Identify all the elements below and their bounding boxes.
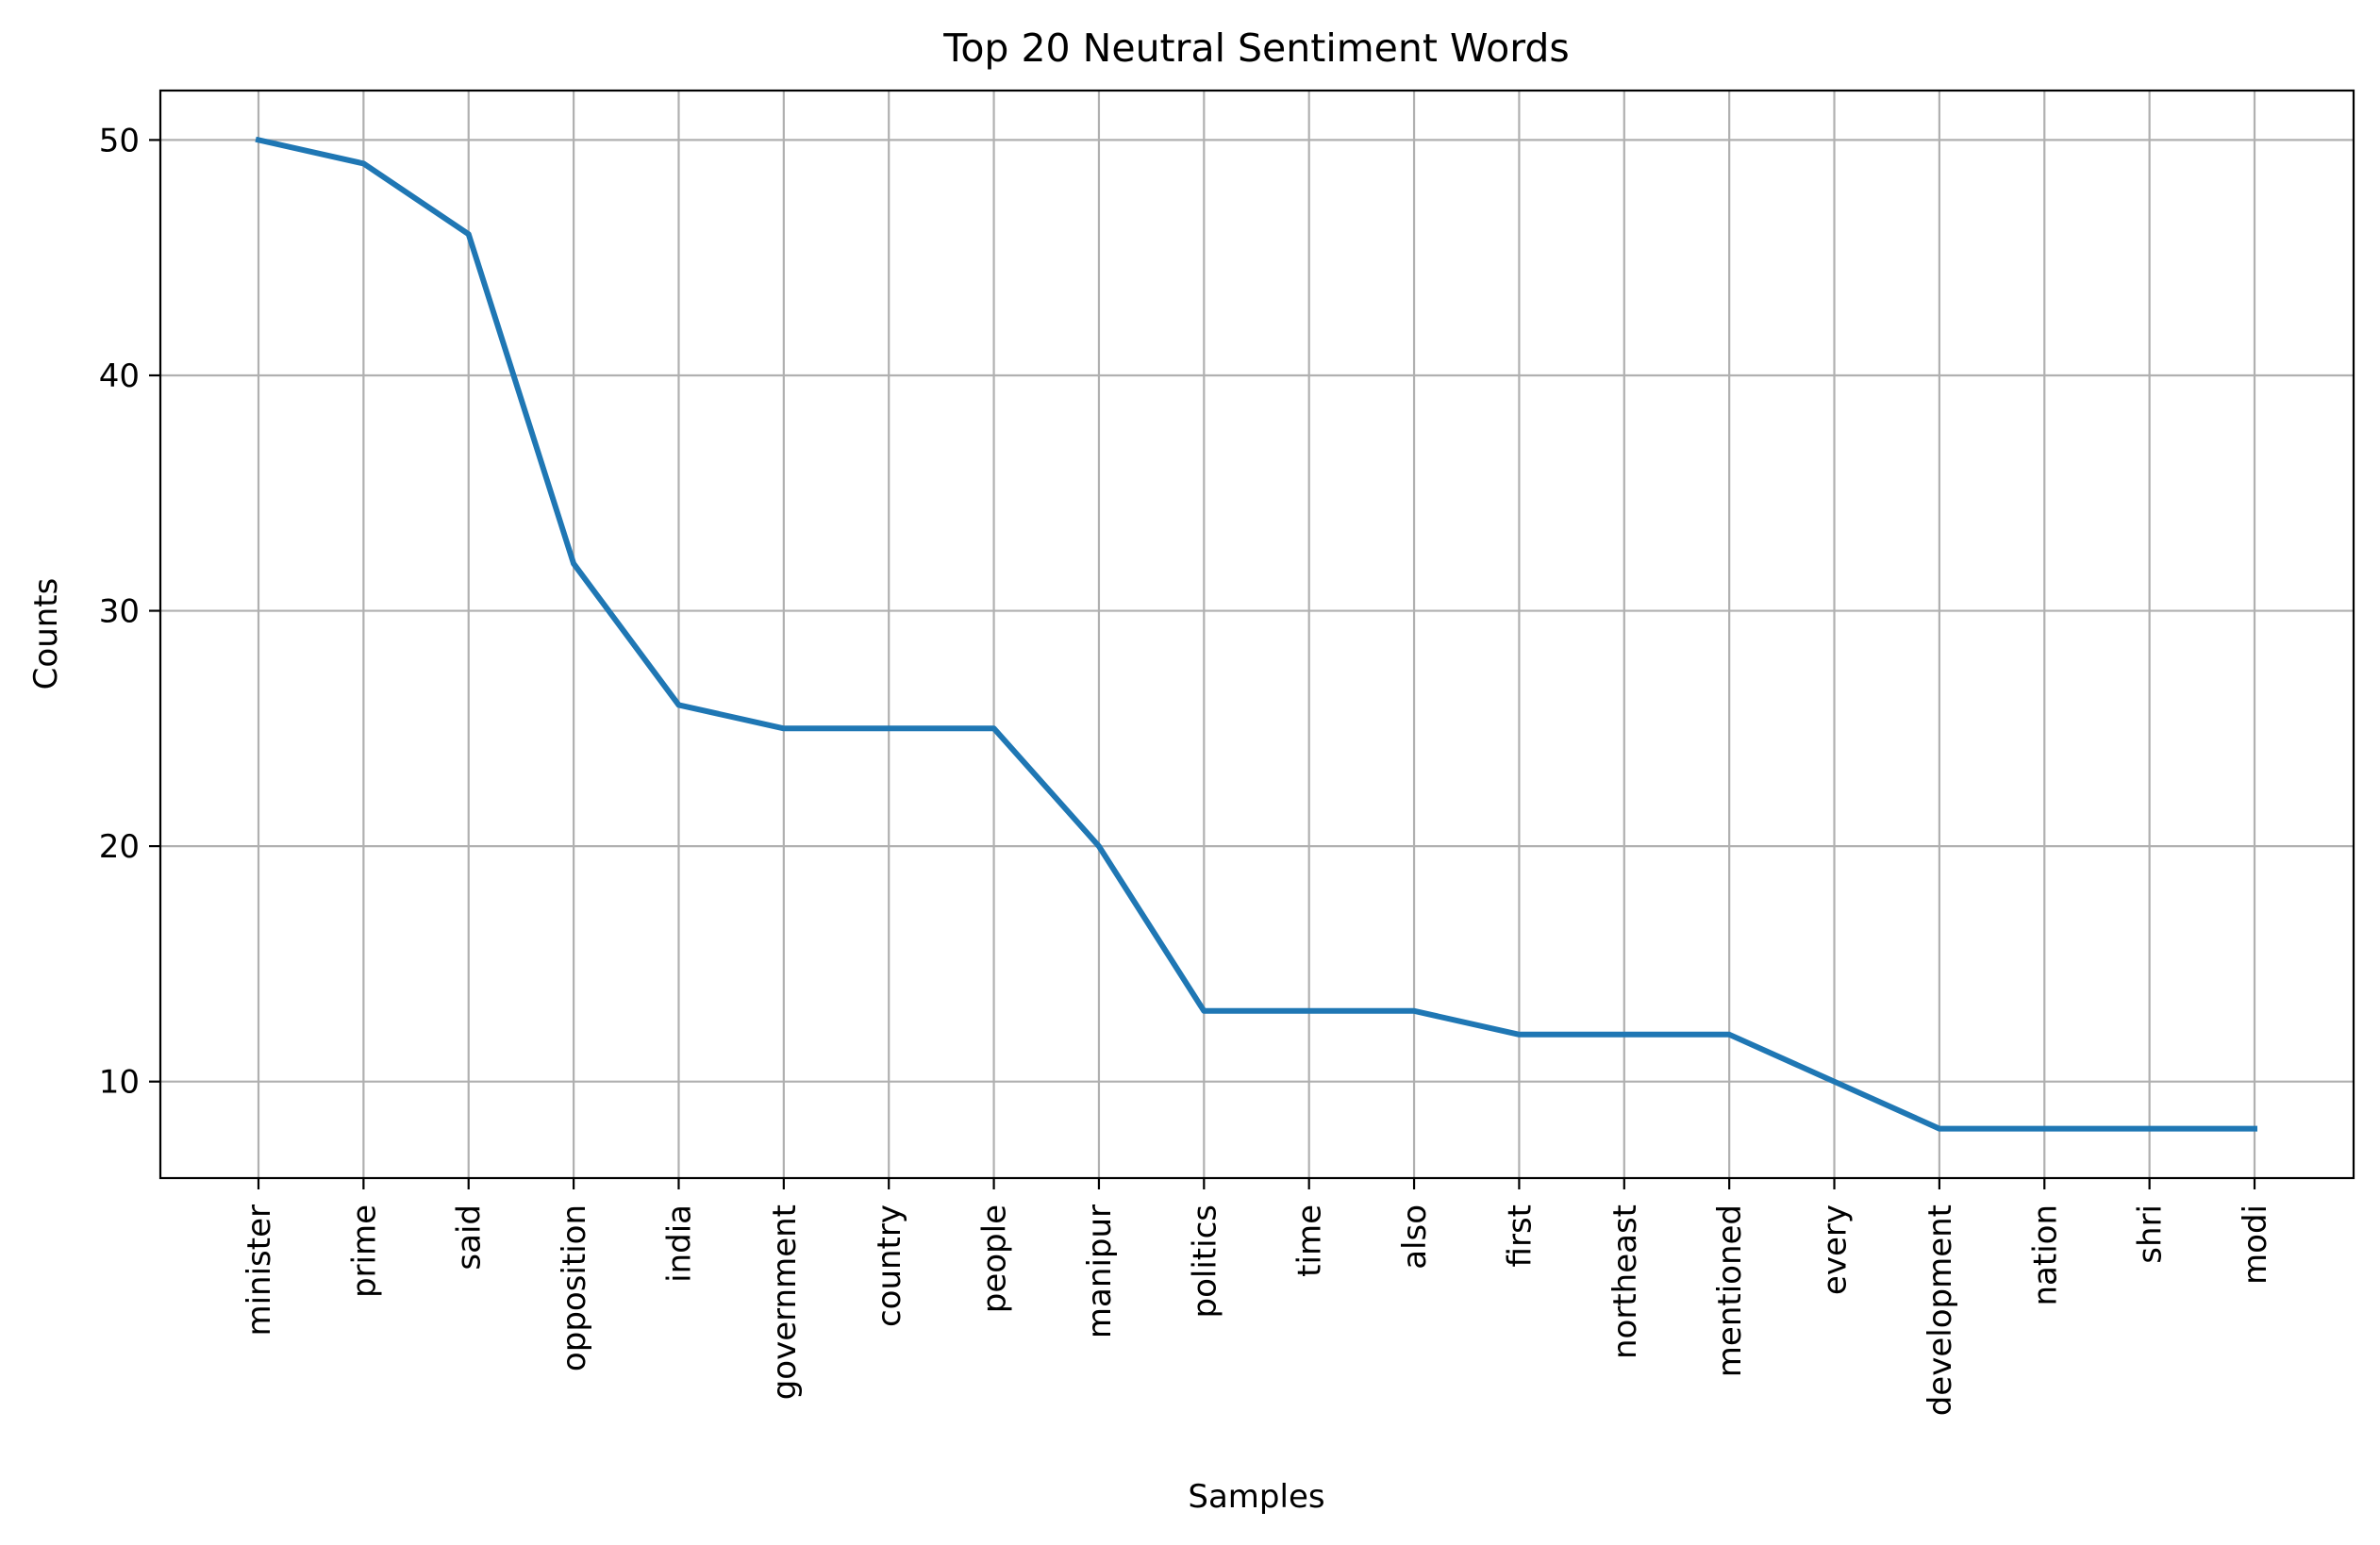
x-tick-label: nation bbox=[2026, 1204, 2064, 1306]
x-tick-label: minister bbox=[241, 1204, 278, 1337]
data-point bbox=[1516, 1032, 1522, 1038]
x-tick-label: first bbox=[1501, 1204, 1539, 1267]
data-point bbox=[1832, 1079, 1838, 1085]
x-tick-label: every bbox=[1817, 1204, 1855, 1295]
data-point bbox=[1411, 1008, 1417, 1014]
x-tick-label: government bbox=[766, 1204, 804, 1400]
x-tick-label: country bbox=[871, 1204, 908, 1327]
data-point bbox=[1726, 1032, 1732, 1038]
series-layer bbox=[255, 136, 2257, 1132]
data-point bbox=[571, 561, 576, 567]
data-point bbox=[1622, 1032, 1627, 1038]
grid-layer bbox=[160, 91, 2354, 1178]
x-tick-label: also bbox=[1396, 1204, 1434, 1270]
x-tick-label: development bbox=[1922, 1204, 1959, 1416]
x-tick-label: prime bbox=[345, 1204, 383, 1298]
x-tick-label: shri bbox=[2132, 1204, 2170, 1264]
x-tick-label: mentioned bbox=[1711, 1204, 1749, 1377]
x-tick-label: said bbox=[451, 1204, 489, 1271]
x-tick-label: india bbox=[660, 1204, 698, 1283]
data-point bbox=[360, 160, 366, 166]
x-tick-label: time bbox=[1291, 1204, 1329, 1277]
data-point bbox=[781, 725, 787, 731]
series-line bbox=[255, 136, 2257, 1132]
x-tick-label: manipur bbox=[1081, 1204, 1119, 1338]
data-point bbox=[2147, 1126, 2153, 1132]
x-tick-label: opposition bbox=[556, 1204, 593, 1371]
data-point bbox=[466, 231, 472, 237]
data-point bbox=[1307, 1008, 1312, 1014]
data-point bbox=[2252, 1126, 2257, 1132]
data-point bbox=[1937, 1126, 1942, 1132]
y-tick-label: 40 bbox=[99, 357, 140, 395]
y-tick-label: 30 bbox=[99, 593, 140, 631]
x-tick-label: modi bbox=[2237, 1204, 2274, 1285]
x-tick-label: people bbox=[976, 1204, 1014, 1313]
x-tick-label: northeast bbox=[1606, 1204, 1644, 1359]
y-axis-label: Counts bbox=[27, 578, 65, 690]
y-tick-label: 50 bbox=[99, 122, 140, 159]
x-axis-label: Samples bbox=[1188, 1478, 1324, 1516]
data-point bbox=[886, 725, 891, 731]
y-tick-label: 20 bbox=[99, 828, 140, 866]
data-point bbox=[256, 137, 261, 142]
data-point bbox=[2041, 1126, 2047, 1132]
data-point bbox=[1096, 843, 1102, 849]
tick-layer: minister prime said opposition india governme… bbox=[99, 122, 2274, 1416]
data-point bbox=[991, 725, 997, 731]
y-tick-label: 10 bbox=[99, 1064, 140, 1102]
axes-frame bbox=[158, 89, 2355, 1180]
x-tick-label: politics bbox=[1186, 1204, 1223, 1318]
chart-title: Top 20 Neutral Sentiment Words bbox=[942, 25, 1570, 71]
data-point bbox=[1201, 1008, 1207, 1014]
data-point bbox=[675, 702, 681, 707]
